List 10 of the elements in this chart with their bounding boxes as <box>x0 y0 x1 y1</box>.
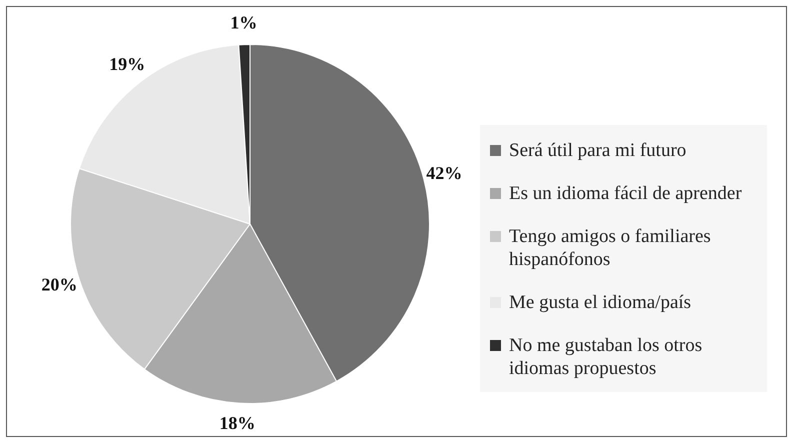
data-label: 1% <box>230 12 258 32</box>
legend-label: Es un idioma fácil de aprender <box>509 182 742 205</box>
data-label: 18% <box>219 412 256 433</box>
data-label: 19% <box>109 54 146 74</box>
data-label: 20% <box>41 274 78 295</box>
legend-label: Será útil para mi futuro <box>509 139 686 162</box>
legend-label: Me gusta el idioma/país <box>509 291 692 314</box>
legend-label: No me gustaban los otros idiomas propuestos <box>509 334 704 380</box>
legend-label: Tengo amigos o familiares hispanófonos <box>509 225 712 271</box>
data-label: 42% <box>426 162 462 183</box>
